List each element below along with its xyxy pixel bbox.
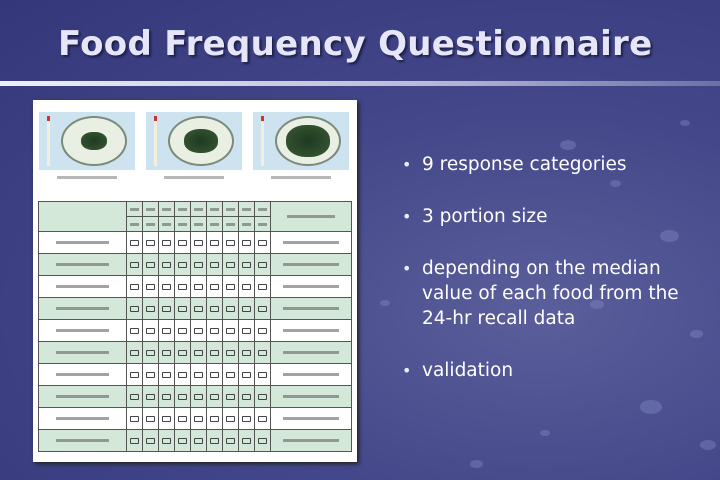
table-row	[38, 253, 352, 276]
portion-photo-medium	[146, 112, 242, 170]
photo-caption	[253, 176, 349, 180]
table-row	[38, 407, 352, 430]
table-row	[38, 385, 352, 408]
bubble-decoration	[700, 440, 716, 450]
bullet-list: 9 response categories 3 portion size dep…	[400, 152, 690, 410]
bubble-decoration	[660, 230, 680, 242]
bullet-item: 9 response categories	[400, 152, 690, 177]
photo-caption	[146, 176, 242, 180]
table-row	[38, 231, 352, 254]
table-row	[38, 341, 352, 364]
frequency-table	[38, 201, 352, 452]
bullet-item: 3 portion size	[400, 204, 690, 229]
bullet-item: depending on the median value of each fo…	[400, 256, 690, 331]
questionnaire-image	[33, 100, 357, 462]
bubble-decoration	[680, 120, 690, 126]
table-row	[38, 429, 352, 452]
portion-photo-large	[253, 112, 349, 170]
bubble-decoration	[610, 180, 622, 187]
bubble-decoration	[640, 400, 663, 414]
title-divider	[0, 81, 720, 86]
photo-caption	[39, 176, 135, 180]
table-row	[38, 319, 352, 342]
bullet-item: validation	[400, 358, 690, 383]
bubble-decoration	[380, 300, 390, 306]
bubble-decoration	[690, 330, 703, 338]
bubble-decoration	[560, 140, 576, 150]
table-row	[38, 297, 352, 320]
table-row	[38, 275, 352, 298]
portion-photo-small	[39, 112, 135, 170]
bubble-decoration	[470, 460, 483, 468]
slide-title: Food Frequency Questionnaire	[58, 24, 653, 64]
table-row	[38, 363, 352, 386]
bubble-decoration	[540, 430, 550, 436]
